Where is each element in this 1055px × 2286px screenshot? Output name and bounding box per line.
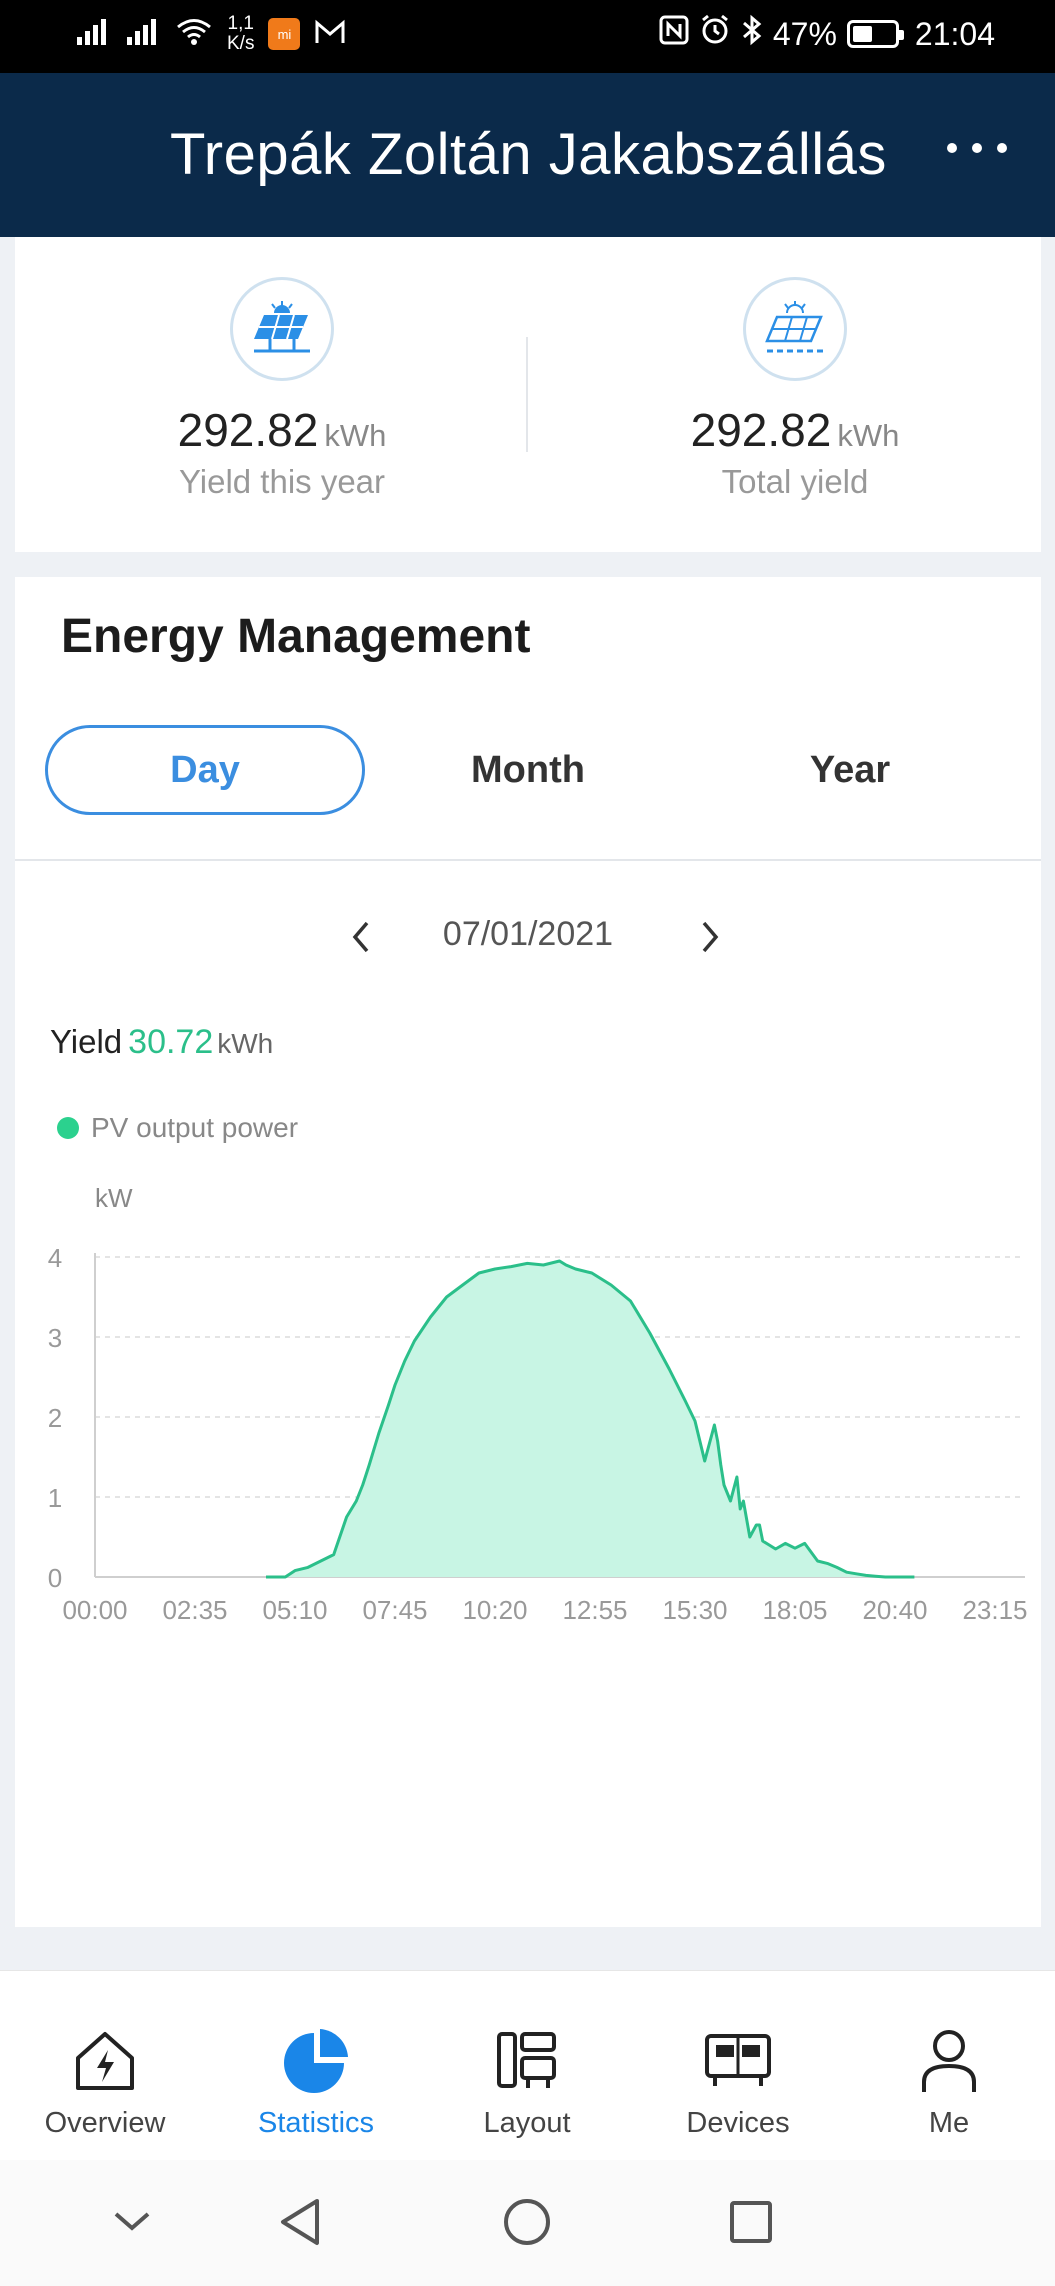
- network-speed: 1,1 K/s: [227, 14, 254, 54]
- app-notification-icon: mi: [268, 18, 301, 50]
- date-navigator: 07/01/2021: [15, 907, 1041, 967]
- tab-year[interactable]: Year: [809, 748, 891, 791]
- total-yield-value-row: 292.82 kWh: [595, 403, 995, 457]
- devices-icon: [648, 2021, 828, 2101]
- nav-label: Statistics: [257, 2107, 375, 2139]
- nav-label: Devices: [686, 2107, 790, 2139]
- overview-icon: [15, 2021, 195, 2101]
- daily-yield: Yield 30.72 kWh: [50, 1023, 273, 1062]
- daily-yield-unit: kWh: [217, 1028, 274, 1059]
- bottom-navigation: Overview Statistics Layout Devices Me: [0, 1970, 1055, 2160]
- battery-icon: [846, 20, 904, 48]
- speed-value: 1,1: [227, 13, 254, 34]
- next-date-button[interactable]: [680, 907, 740, 967]
- legend-label: PV output power: [91, 1112, 299, 1143]
- daily-yield-label: Yield: [50, 1023, 123, 1060]
- page-title: Trepák Zoltán Jakabszállás: [170, 122, 887, 187]
- yield-year-unit: kWh: [324, 418, 387, 453]
- y-axis-unit: kW: [95, 1183, 133, 1213]
- chevron-left-icon: [352, 921, 369, 953]
- period-tabs: Day Month Year: [45, 725, 1011, 815]
- pv-output-chart: kW 0 1 2 3 4 00:00 02:35 05:10 07:45 10:20 12:55 15:…: [48, 1183, 1028, 1625]
- solar-panel-outline-icon: [743, 277, 847, 381]
- status-bar: 1,1 K/s mi 47% 21:04: [0, 0, 1055, 73]
- yield-summary-card: 292.82 kWh Yield this year: [15, 237, 1041, 552]
- x-tick-label: 07:45: [362, 1595, 427, 1625]
- total-yield-unit: kWh: [837, 418, 900, 453]
- layout-icon: [437, 2021, 617, 2101]
- x-tick-label: 18:05: [762, 1595, 827, 1625]
- tab-month[interactable]: Month: [471, 748, 585, 791]
- section-title: Energy Management: [61, 610, 531, 663]
- app-header: Trepák Zoltán Jakabszállás: [0, 73, 1055, 237]
- x-tick-label: 23:15: [962, 1595, 1027, 1625]
- total-yield-label: Total yield: [721, 463, 869, 500]
- daily-yield-value: 30.72: [128, 1023, 214, 1061]
- signal-icon: [125, 17, 161, 52]
- yield-year-value: 292.82: [177, 404, 319, 456]
- home-icon[interactable]: [492, 2192, 562, 2252]
- gmail-icon: [314, 19, 346, 50]
- total-yield-value: 292.82: [690, 404, 832, 456]
- x-tick-label: 20:40: [862, 1595, 927, 1625]
- nav-me[interactable]: Me: [859, 2021, 1039, 2140]
- x-tick-label: 10:20: [462, 1595, 527, 1625]
- nav-devices[interactable]: Devices: [648, 2021, 828, 2140]
- y-tick-label: 4: [48, 1243, 62, 1273]
- yield-this-year: 292.82 kWh Yield this year: [82, 277, 482, 501]
- battery-percentage: 47%: [772, 15, 837, 52]
- speed-unit: K/s: [227, 33, 255, 54]
- nav-statistics[interactable]: Statistics: [226, 2021, 406, 2140]
- series-line: [266, 1259, 915, 1579]
- legend-marker: [57, 1117, 79, 1139]
- y-tick-label: 2: [48, 1403, 62, 1433]
- x-tick-label: 15:30: [662, 1595, 727, 1625]
- nav-layout[interactable]: Layout: [437, 2021, 617, 2140]
- more-icon[interactable]: [947, 143, 1007, 153]
- selected-date[interactable]: 07/01/2021: [442, 915, 614, 953]
- x-tick-label: 02:35: [162, 1595, 227, 1625]
- signal-icon: [75, 17, 111, 52]
- chevron-down-icon[interactable]: [97, 2192, 167, 2252]
- wifi-icon: [175, 17, 213, 52]
- x-tick-label: 00:00: [62, 1595, 127, 1625]
- y-tick-label: 1: [48, 1483, 62, 1513]
- divider: [15, 859, 1041, 861]
- back-icon[interactable]: [265, 2192, 335, 2252]
- nav-label: Layout: [483, 2107, 571, 2139]
- yield-year-value-row: 292.82 kWh: [82, 403, 482, 457]
- chart-legend[interactable]: PV output power: [57, 1112, 298, 1144]
- profile-icon: [859, 2021, 1039, 2101]
- divider: [526, 337, 528, 452]
- tab-day[interactable]: Day: [45, 725, 365, 815]
- y-tick-label: 3: [48, 1323, 62, 1353]
- chevron-right-icon: [702, 921, 719, 953]
- energy-management-card: Energy Management Day Month Year 07/01/2…: [15, 577, 1041, 1927]
- nav-label: Me: [928, 2107, 970, 2139]
- series-area: [266, 1261, 915, 1577]
- alarm-icon: [699, 14, 731, 54]
- y-tick-label: 0: [48, 1563, 62, 1593]
- previous-date-button[interactable]: [331, 907, 391, 967]
- x-tick-label: 12:55: [562, 1595, 627, 1625]
- nfc-icon: [659, 15, 689, 53]
- x-tick-label: 05:10: [262, 1595, 327, 1625]
- system-navigation-bar: [0, 2160, 1055, 2286]
- solar-panel-icon: [230, 277, 334, 381]
- nav-overview[interactable]: Overview: [15, 2021, 195, 2140]
- total-yield: 292.82 kWh Total yield: [595, 277, 995, 501]
- yield-year-label: Yield this year: [178, 463, 386, 500]
- recents-icon[interactable]: [716, 2192, 786, 2252]
- nav-label: Overview: [44, 2107, 166, 2139]
- clock: 21:04: [914, 15, 995, 52]
- statistics-pie-icon: [226, 2021, 406, 2101]
- bluetooth-icon: [741, 14, 763, 54]
